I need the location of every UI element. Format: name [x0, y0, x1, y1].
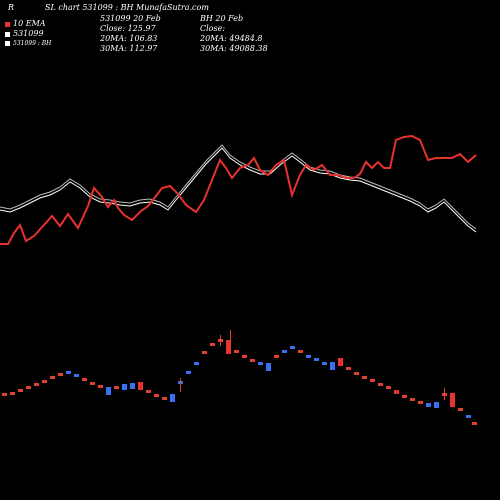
legend-sub: 531099 : BH — [5, 39, 51, 49]
candle — [82, 378, 87, 381]
index-line — [0, 147, 477, 233]
candle — [234, 350, 239, 353]
candle — [394, 390, 399, 394]
info-col2: BH 20 Feb Close: 20MA: 49484.8 30MA: 490… — [200, 14, 268, 54]
candle — [410, 398, 415, 401]
legend-main: 531099 — [5, 29, 51, 39]
candle — [418, 401, 423, 404]
candle — [130, 383, 135, 389]
candle — [386, 386, 391, 389]
info2-1: Close: — [200, 24, 226, 33]
candle — [210, 343, 215, 346]
candle — [98, 385, 103, 388]
candle — [298, 350, 303, 353]
corner-label: R — [8, 3, 15, 12]
candle — [90, 382, 95, 385]
info2-0: BH 20 Feb — [200, 14, 244, 23]
legend-ema: 10 EMA — [5, 19, 51, 29]
candle — [370, 379, 375, 382]
candle — [26, 386, 31, 389]
info1-3: 30MA: 112.97 — [100, 44, 158, 53]
candle — [434, 402, 439, 408]
info1-1: Close: 125.97 — [100, 24, 156, 33]
candle — [58, 373, 63, 376]
legend: 10 EMA 531099 531099 : BH — [5, 19, 51, 49]
chart-title: SL chart 531099 : BH MunafaSutra.com — [45, 3, 209, 12]
info-col1: 531099 20 Feb Close: 125.97 20MA: 106.83… — [100, 14, 161, 54]
info2-2: 20MA: 49484.8 — [200, 34, 263, 43]
candle — [250, 359, 255, 362]
candle — [186, 371, 191, 374]
candle — [426, 403, 431, 407]
price-line — [0, 134, 477, 245]
index-line-upper — [0, 144, 477, 230]
candle — [290, 346, 295, 349]
candle — [274, 355, 279, 358]
candle — [282, 350, 287, 353]
candle — [458, 408, 463, 411]
candle — [202, 351, 207, 354]
candle — [450, 393, 455, 407]
info2-3: 30MA: 49088.38 — [200, 44, 268, 53]
info1-0: 531099 20 Feb — [100, 14, 161, 23]
candle — [50, 376, 55, 379]
candle — [114, 386, 119, 389]
candle — [106, 387, 111, 395]
candle — [346, 367, 351, 370]
candle — [122, 384, 127, 390]
candle — [10, 392, 15, 395]
candle — [18, 389, 23, 392]
candle — [154, 394, 159, 397]
candle — [306, 355, 311, 358]
candle — [242, 355, 247, 358]
candle — [42, 380, 47, 383]
candle — [258, 362, 263, 365]
candle — [314, 358, 319, 361]
candle — [362, 376, 367, 379]
candle — [378, 383, 383, 386]
candle — [194, 362, 199, 365]
candle — [170, 394, 175, 402]
candle — [66, 371, 71, 374]
candle — [322, 362, 327, 365]
candle — [354, 372, 359, 375]
candle — [138, 382, 143, 390]
candle — [226, 340, 231, 354]
candle — [338, 358, 343, 366]
white-swatch-icon — [5, 31, 10, 37]
info1-2: 20MA: 106.83 — [100, 34, 158, 43]
candle — [162, 397, 167, 400]
candle — [2, 393, 7, 396]
candle — [266, 363, 271, 371]
candle — [330, 362, 335, 370]
candle — [146, 390, 151, 393]
candle — [34, 383, 39, 386]
red-swatch-icon — [5, 21, 10, 27]
candle — [466, 415, 471, 418]
candle — [472, 422, 477, 425]
candle — [74, 374, 79, 377]
candle — [402, 395, 407, 398]
white-swatch-icon — [5, 41, 10, 46]
